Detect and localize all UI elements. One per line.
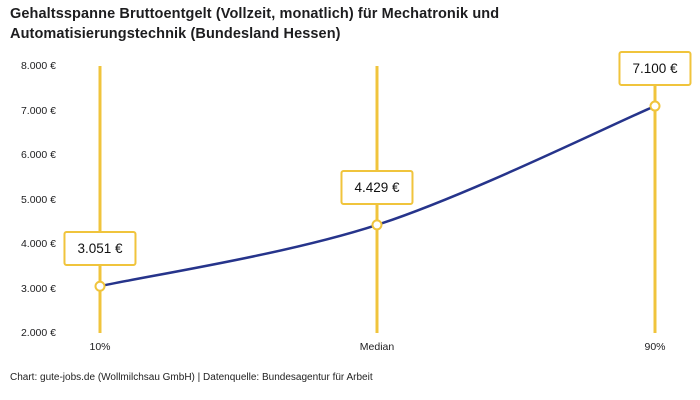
x-axis-tick-label: 90% — [644, 341, 666, 353]
data-point-median — [371, 219, 383, 231]
chart-attribution: Chart: gute-jobs.de (Wollmilchsau GmbH) … — [10, 372, 373, 383]
x-axis-tick-label: 10% — [89, 341, 111, 353]
y-axis-tick-label: 8.000 € — [20, 60, 56, 72]
value-label-box: 7.100 € — [618, 51, 692, 87]
x-axis-tick-label: Median — [359, 341, 395, 353]
y-axis-tick-label: 2.000 € — [20, 327, 56, 339]
value-label-box: 4.429 € — [340, 169, 414, 205]
y-axis-tick-label: 3.000 € — [20, 282, 56, 295]
y-axis-tick-label: 7.000 € — [20, 104, 56, 117]
y-axis-tick-label: 6.000 € — [20, 149, 56, 161]
y-axis-tick-label: 5.000 € — [20, 193, 56, 206]
y-axis-tick-label: 4.000 € — [20, 238, 56, 250]
data-point-90 — [649, 100, 661, 112]
value-label-box: 3.051 € — [63, 231, 137, 267]
chart-title: Gehaltsspanne Bruttoentgelt (Vollzeit, m… — [10, 6, 500, 43]
data-point-10 — [94, 280, 106, 292]
